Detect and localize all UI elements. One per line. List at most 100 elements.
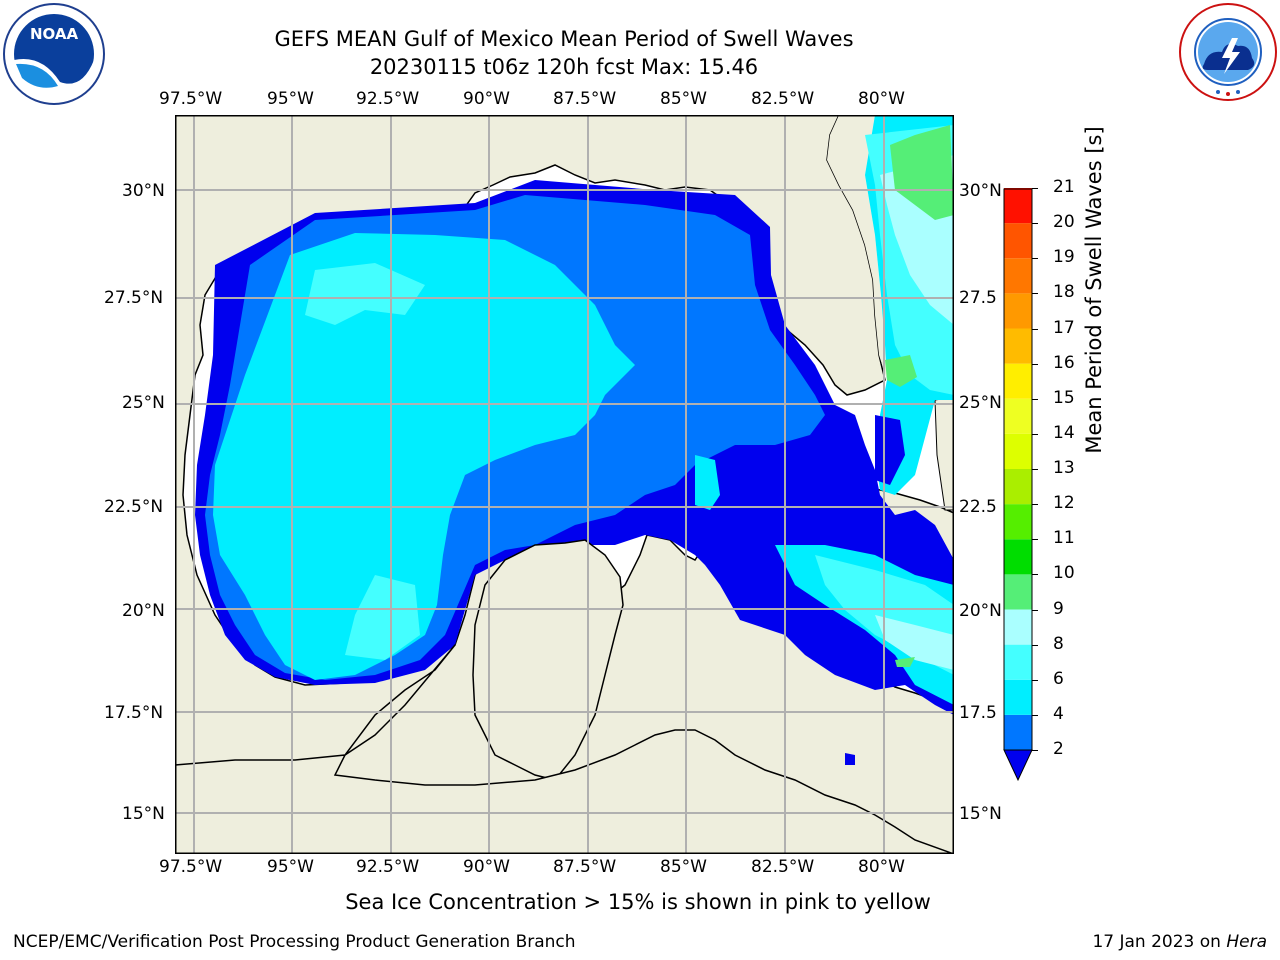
map-canvas — [174, 114, 955, 855]
colorbar-tick-mark — [1032, 328, 1038, 330]
lon-label-bottom: 87.5°W — [553, 857, 617, 877]
lat-label-left: 15°N — [122, 804, 165, 824]
colorbar-tick-mark — [1032, 644, 1038, 646]
colorbar-swatch — [1004, 714, 1032, 750]
colorbar-tick-label: 2 — [1053, 739, 1064, 759]
colorbar-tick-label: 8 — [1053, 633, 1064, 654]
nws-logo — [1178, 2, 1278, 106]
colorbar-swatch — [1004, 398, 1032, 434]
lat-label-left: 25°N — [122, 393, 165, 413]
lat-label-left: 17.5°N — [104, 703, 164, 723]
colorbar-swatch — [1004, 609, 1032, 645]
colorbar-swatch — [1004, 644, 1032, 680]
colorbar-tick-mark — [1032, 293, 1038, 295]
swell-period-fill — [175, 115, 954, 854]
graticule — [175, 115, 954, 854]
lat-label-left: 22.5°N — [104, 497, 164, 517]
colorbar-tick-mark — [1032, 574, 1038, 576]
colorbar-tick-mark — [1032, 750, 1038, 751]
colorbar-tick-label: 18 — [1053, 282, 1075, 303]
colorbar-swatch — [1004, 188, 1032, 224]
lon-label-bottom: 92.5°W — [356, 857, 420, 877]
noaa-logo-text: NOAA — [30, 25, 79, 43]
colorbar-tick-label: 21 — [1053, 177, 1075, 197]
lon-label-top: 95°W — [267, 89, 314, 109]
lat-label-left: 20°N — [122, 601, 165, 621]
lon-label-top: 82.5°W — [751, 89, 815, 109]
colorbar-swatch — [1004, 539, 1032, 575]
colorbar-tick-mark — [1032, 223, 1038, 225]
footer-host: Hera — [1226, 932, 1267, 952]
lat-label-left: 27.5°N — [104, 288, 164, 308]
colorbar-tick-label: 12 — [1053, 493, 1075, 514]
lat-label-right: 30°N — [959, 181, 1002, 201]
colorbar-tick-label: 11 — [1053, 528, 1075, 549]
footer-date-text: 17 Jan 2023 on — [1092, 932, 1227, 952]
lon-label-bottom: 80°W — [858, 857, 905, 877]
lon-label-top: 92.5°W — [356, 89, 420, 109]
lon-label-bottom: 95°W — [267, 857, 314, 877]
colorbar — [1003, 188, 1039, 786]
lon-label-top: 87.5°W — [553, 89, 617, 109]
colorbar-tick-label: 4 — [1053, 703, 1064, 724]
lat-label-right: 22.5 — [959, 497, 997, 517]
colorbar-tick-label: 13 — [1053, 458, 1075, 478]
lon-label-bottom: 82.5°W — [751, 857, 815, 877]
colorbar-under-arrow — [1003, 749, 1033, 782]
colorbar-tick-mark — [1032, 433, 1038, 435]
colorbar-svg — [1003, 188, 1033, 782]
colorbar-swatch — [1004, 679, 1032, 715]
colorbar-swatch — [1004, 469, 1032, 505]
colorbar-swatch — [1004, 504, 1032, 540]
colorbar-tick-mark — [1032, 679, 1038, 681]
map-subtitle: 20230115 t06z 120h fcst Max: 15.46 — [369, 55, 759, 79]
lon-label-bottom: 90°W — [463, 857, 510, 877]
colorbar-tick-label: 15 — [1053, 387, 1075, 408]
map-title: GEFS MEAN Gulf of Mexico Mean Period of … — [274, 27, 854, 51]
colorbar-tick-label: 9 — [1053, 598, 1064, 619]
land-florida-east — [827, 115, 887, 380]
colorbar-tick-label: 6 — [1053, 668, 1064, 689]
colorbar-tick-mark — [1032, 504, 1038, 506]
colorbar-swatch — [1004, 328, 1032, 364]
colorbar-tick-label: 17 — [1053, 317, 1075, 338]
map-panel — [174, 114, 955, 858]
lat-label-right: 25°N — [959, 393, 1002, 413]
colorbar-swatch — [1004, 574, 1032, 610]
colorbar-tick-mark — [1032, 188, 1038, 189]
lon-label-top: 85°W — [660, 89, 707, 109]
lon-label-top: 90°W — [463, 89, 510, 109]
lat-label-right: 15°N — [959, 804, 1002, 824]
lat-label-right: 20°N — [959, 601, 1002, 621]
colorbar-swatch — [1004, 293, 1032, 329]
colorbar-tick-mark — [1032, 398, 1038, 400]
colorbar-swatch — [1004, 433, 1032, 469]
colorbar-label: Mean Period of Swell Waves [s] — [1082, 126, 1106, 454]
colorbar-tick-label: 10 — [1053, 563, 1075, 584]
colorbar-tick-label: 16 — [1053, 352, 1075, 373]
lat-label-left: 30°N — [122, 181, 165, 201]
colorbar-tick-label: 14 — [1053, 422, 1075, 443]
map-frame — [174, 114, 955, 855]
lon-label-top: 97.5°W — [159, 89, 223, 109]
lon-label-top: 80°W — [858, 89, 905, 109]
lon-label-bottom: 97.5°W — [159, 857, 223, 877]
lon-label-bottom: 85°W — [660, 857, 707, 877]
colorbar-swatch — [1004, 223, 1032, 259]
colorbar-tick-mark — [1032, 714, 1038, 716]
colorbar-tick-mark — [1032, 609, 1038, 611]
colorbar-tick-mark — [1032, 539, 1038, 541]
colorbar-swatch — [1004, 363, 1032, 399]
colorbar-tick-mark — [1032, 469, 1038, 470]
sea-ice-note: Sea Ice Concentration > 15% is shown in … — [345, 890, 931, 914]
colorbar-tick-label: 20 — [1053, 212, 1075, 233]
colorbar-tick-mark — [1032, 258, 1038, 260]
colorbar-tick-label: 19 — [1053, 247, 1075, 268]
colorbar-tick-mark — [1032, 363, 1038, 365]
footer-credit: NCEP/EMC/Verification Post Processing Pr… — [13, 932, 576, 952]
lat-label-right: 17.5 — [959, 703, 997, 723]
noaa-logo: NOAA — [2, 2, 106, 110]
lat-label-right: 27.5 — [959, 288, 997, 308]
colorbar-swatch — [1004, 258, 1032, 294]
footer-date: 17 Jan 2023 on Hera — [1092, 932, 1267, 952]
